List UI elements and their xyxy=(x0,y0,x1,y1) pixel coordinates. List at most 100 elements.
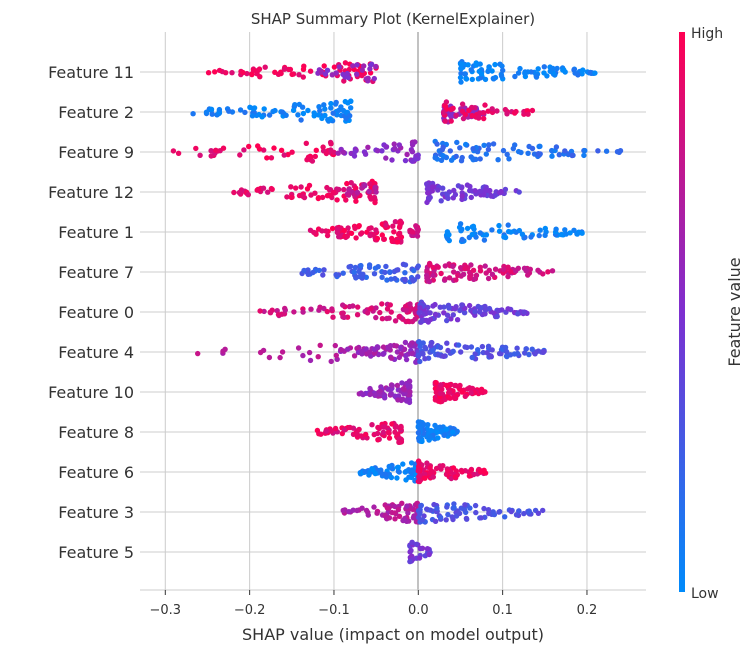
shap-point xyxy=(435,352,441,358)
shap-point xyxy=(526,351,532,358)
shap-point xyxy=(332,342,338,349)
shap-point xyxy=(236,189,242,196)
shap-point xyxy=(422,471,428,477)
shap-point xyxy=(321,267,327,273)
shap-point xyxy=(485,146,492,153)
shap-point xyxy=(556,152,562,158)
shap-point xyxy=(376,425,382,432)
shap-point xyxy=(477,156,483,162)
shap-point xyxy=(175,150,182,156)
shap-point xyxy=(354,312,361,318)
shap-point xyxy=(348,230,355,236)
shap-point xyxy=(485,68,491,75)
shap-point xyxy=(388,276,394,282)
shap-point xyxy=(462,393,468,399)
shap-point xyxy=(541,70,547,76)
shap-point xyxy=(403,356,410,363)
shap-point xyxy=(482,76,489,83)
shap-point xyxy=(298,184,304,190)
shap-point xyxy=(330,189,337,196)
shap-point xyxy=(423,317,430,324)
shap-point xyxy=(490,76,497,82)
shap-point xyxy=(571,227,577,233)
shap-point xyxy=(342,60,349,66)
shap-point xyxy=(448,157,455,163)
shap-point xyxy=(250,105,256,112)
shap-point xyxy=(417,419,423,425)
shap-point xyxy=(415,468,421,474)
shap-point xyxy=(411,267,417,274)
shap-point xyxy=(367,385,373,392)
shap-point xyxy=(319,194,326,201)
shap-point xyxy=(443,517,449,523)
shap-point xyxy=(383,144,390,150)
shap-point xyxy=(323,228,329,234)
shap-point xyxy=(561,67,567,73)
shap-point xyxy=(498,73,505,79)
shap-point xyxy=(442,118,448,124)
shap-point xyxy=(553,226,559,232)
shap-point xyxy=(316,267,322,274)
shap-point xyxy=(417,343,423,349)
shap-point xyxy=(468,67,474,73)
shap-point xyxy=(416,478,423,484)
shap-point xyxy=(437,514,444,521)
shap-point xyxy=(424,460,430,466)
shap-point xyxy=(475,347,481,353)
shap-point xyxy=(485,343,492,349)
shap-point xyxy=(582,147,588,154)
shap-point xyxy=(424,199,430,206)
shap-point xyxy=(467,275,473,281)
shap-point xyxy=(310,269,316,276)
shap-point xyxy=(451,501,457,507)
shap-point xyxy=(455,342,462,348)
shap-point xyxy=(541,348,547,355)
shap-point xyxy=(502,234,509,241)
x-tick-label: 0.1 xyxy=(492,603,513,618)
shap-point xyxy=(422,344,428,351)
chart-title: SHAP Summary Plot (KernelExplainer) xyxy=(251,10,535,28)
shap-point xyxy=(392,516,398,522)
shap-point xyxy=(216,106,223,113)
shap-point xyxy=(353,198,359,204)
shap-point xyxy=(492,266,499,272)
shap-point xyxy=(268,155,275,161)
shap-point xyxy=(281,66,288,72)
shap-point xyxy=(489,106,495,112)
shap-point xyxy=(306,349,313,356)
shap-point xyxy=(340,71,346,78)
colorbar-gradient xyxy=(679,32,685,592)
shap-point xyxy=(469,76,475,83)
shap-point xyxy=(264,155,270,161)
shap-point xyxy=(507,352,514,358)
shap-point xyxy=(359,271,365,278)
shap-point xyxy=(387,343,394,349)
shap-point xyxy=(486,305,493,312)
shap-point xyxy=(317,342,323,348)
shap-point xyxy=(341,186,347,193)
shap-point xyxy=(445,468,451,474)
shap-point xyxy=(533,349,539,355)
shap-point xyxy=(300,352,306,359)
shap-point xyxy=(408,547,414,554)
shap-point xyxy=(435,425,441,431)
shap-point xyxy=(488,193,494,199)
shap-point xyxy=(307,357,314,364)
shap-point xyxy=(495,157,501,163)
shap-point xyxy=(426,551,432,558)
shap-point xyxy=(324,184,330,191)
shap-point xyxy=(360,391,366,398)
shap-point xyxy=(437,344,444,351)
shap-point xyxy=(486,142,492,148)
shap-point xyxy=(449,106,455,112)
shap-point xyxy=(482,263,488,269)
shap-point xyxy=(394,239,401,245)
shap-point xyxy=(516,189,522,195)
shap-point xyxy=(373,314,379,321)
shap-point xyxy=(515,70,522,76)
shap-point xyxy=(459,389,465,395)
shap-point xyxy=(342,98,348,105)
shap-point xyxy=(341,314,347,320)
shap-point xyxy=(394,382,401,389)
shap-point xyxy=(361,63,367,69)
